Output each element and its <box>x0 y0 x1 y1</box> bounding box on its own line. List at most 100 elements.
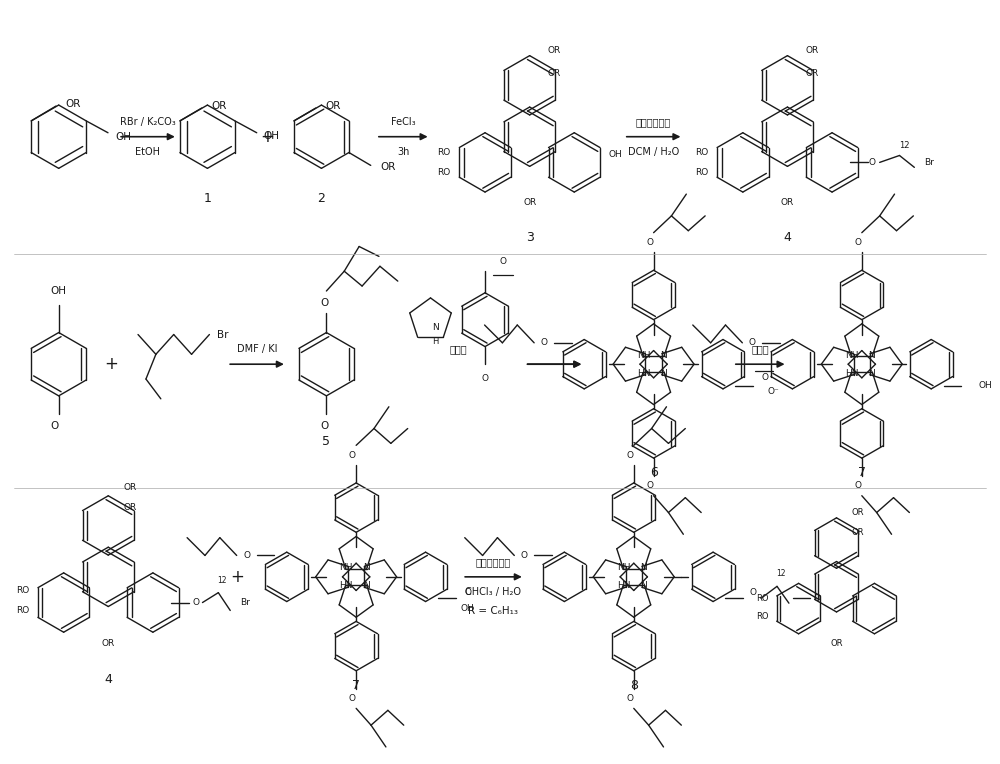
Text: OR: OR <box>830 639 843 648</box>
Text: OH: OH <box>51 286 67 296</box>
Text: OH: OH <box>609 150 623 159</box>
Text: OR: OR <box>851 528 864 537</box>
Text: HN: HN <box>637 368 650 377</box>
Text: O: O <box>750 588 757 597</box>
Text: RBr / K₂CO₃: RBr / K₂CO₃ <box>120 117 176 127</box>
Text: RO: RO <box>437 148 450 157</box>
Text: +: + <box>260 128 274 146</box>
Text: O: O <box>320 298 329 308</box>
Text: O: O <box>51 420 59 431</box>
Text: O: O <box>349 451 356 460</box>
Text: OR: OR <box>123 503 136 512</box>
Text: Br: Br <box>924 158 934 167</box>
Text: O: O <box>646 481 653 490</box>
Text: OR: OR <box>325 101 340 111</box>
Text: N: N <box>868 351 875 360</box>
Text: O: O <box>626 694 633 703</box>
Text: O: O <box>243 551 250 560</box>
Text: 4: 4 <box>104 673 112 686</box>
Text: OR: OR <box>211 101 226 111</box>
Text: 12: 12 <box>899 141 910 150</box>
Text: H: H <box>432 337 439 346</box>
Text: NH: NH <box>637 351 650 360</box>
Text: RO: RO <box>695 168 708 176</box>
Text: 3h: 3h <box>397 147 409 157</box>
Text: OR: OR <box>781 199 794 208</box>
Text: FeCl₃: FeCl₃ <box>391 117 416 127</box>
Text: 1: 1 <box>203 192 211 205</box>
Text: OH: OH <box>116 131 132 141</box>
Text: +: + <box>230 568 244 586</box>
Text: R = C₆H₁₃: R = C₆H₁₃ <box>468 607 518 617</box>
Text: O: O <box>854 238 861 247</box>
Text: OR: OR <box>805 69 819 78</box>
Text: 6: 6 <box>650 467 658 480</box>
Text: O: O <box>646 238 653 247</box>
Text: NH: NH <box>617 563 631 572</box>
Text: NH: NH <box>845 351 859 360</box>
Text: O: O <box>499 257 506 266</box>
Text: O⁻: O⁻ <box>767 387 779 396</box>
Text: O: O <box>749 338 756 348</box>
Text: RO: RO <box>695 148 708 157</box>
Text: O: O <box>813 594 820 603</box>
Text: OR: OR <box>380 163 395 173</box>
Text: 二甲苯: 二甲苯 <box>449 345 467 354</box>
Text: N: N <box>640 563 647 572</box>
Text: N: N <box>640 581 647 591</box>
Text: +: + <box>104 355 118 373</box>
Text: O: O <box>521 551 528 560</box>
Text: O: O <box>349 694 356 703</box>
Text: RO: RO <box>756 594 768 604</box>
Text: N: N <box>660 368 667 377</box>
Text: O: O <box>626 451 633 460</box>
Text: 浓盐酸: 浓盐酸 <box>751 345 769 354</box>
Text: OR: OR <box>65 99 81 109</box>
Text: OR: OR <box>805 46 819 55</box>
Text: 5: 5 <box>322 435 330 448</box>
Text: N: N <box>660 351 667 360</box>
Text: RO: RO <box>437 168 450 176</box>
Text: OR: OR <box>523 199 536 208</box>
Text: 四丁基溴化铵: 四丁基溴化铵 <box>636 117 671 127</box>
Text: RO: RO <box>16 586 29 595</box>
Text: OR: OR <box>548 69 561 78</box>
Text: 8: 8 <box>630 679 638 692</box>
Text: O: O <box>192 598 199 607</box>
Text: N: N <box>432 323 439 332</box>
Text: OR: OR <box>851 508 864 517</box>
Text: 7: 7 <box>858 467 866 480</box>
Text: 12: 12 <box>776 569 786 578</box>
Text: 7: 7 <box>352 679 360 692</box>
Text: N: N <box>363 563 369 572</box>
Text: EtOH: EtOH <box>135 147 160 157</box>
Text: O: O <box>854 481 861 490</box>
Text: OR: OR <box>548 46 561 55</box>
Text: N: N <box>363 581 369 591</box>
Text: 四丁基溴化铵: 四丁基溴化铵 <box>476 557 511 567</box>
Text: OR: OR <box>102 639 115 648</box>
Text: N: N <box>868 368 875 377</box>
Text: OH: OH <box>461 604 475 613</box>
Text: 2: 2 <box>318 192 325 205</box>
Text: OH: OH <box>264 131 280 141</box>
Text: O: O <box>868 158 875 167</box>
Text: 12: 12 <box>218 576 227 585</box>
Text: O: O <box>464 588 471 597</box>
Text: OR: OR <box>123 484 136 492</box>
Text: HN: HN <box>339 581 353 591</box>
Text: O: O <box>762 373 769 382</box>
Text: O: O <box>541 338 548 348</box>
Text: Br: Br <box>240 598 250 607</box>
Text: NH: NH <box>339 563 353 572</box>
Text: Br: Br <box>217 329 229 339</box>
Text: HN: HN <box>617 581 631 591</box>
Text: 3: 3 <box>526 231 534 244</box>
Text: O: O <box>320 420 329 431</box>
Text: 4: 4 <box>784 231 791 244</box>
Text: RO: RO <box>756 612 768 621</box>
Text: CHCl₃ / H₂O: CHCl₃ / H₂O <box>465 587 521 597</box>
Text: HN: HN <box>845 368 859 377</box>
Text: DMF / KI: DMF / KI <box>237 345 277 354</box>
Text: OH: OH <box>978 381 992 390</box>
